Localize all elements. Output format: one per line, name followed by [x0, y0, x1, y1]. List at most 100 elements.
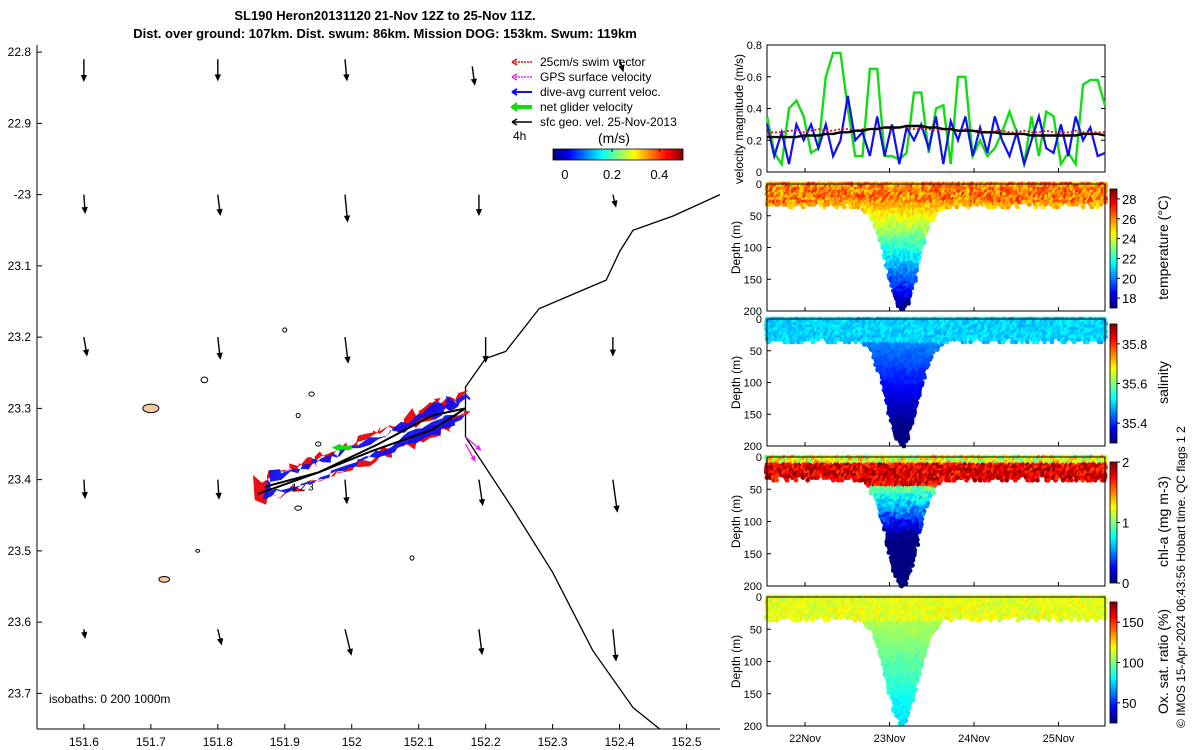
geo-velocity-arrow [612, 479, 620, 513]
colorbar-tick-label: 18 [1122, 291, 1136, 306]
track-number-label: 1 2 3 [291, 482, 314, 493]
profile-dot [907, 425, 912, 431]
velocity-ylabel: velocity magnitude (m/s) [732, 54, 746, 184]
map-x-tick-label: 152 [342, 735, 362, 749]
profile-y-tick-label: 0 [756, 314, 762, 326]
velocity-y-tick-label: 0.2 [747, 135, 762, 147]
reef-outline [308, 391, 315, 397]
colorbar-tick-label: 20 [1122, 271, 1136, 286]
reef-outline [195, 548, 201, 553]
profile-dot [842, 204, 847, 210]
legend-swim-vector: 25cm/s swim vector [511, 55, 645, 69]
swim-vector-arrow [451, 411, 471, 420]
figure-title-line2: Dist. over ground: 107km. Dist. swum: 86… [133, 26, 637, 41]
speed-colorbar-tick-label: 0.2 [603, 167, 621, 182]
geo-velocity-arrow [81, 629, 88, 639]
current-velocity-swath [262, 393, 471, 500]
velocity-ticks: 00.20.40.60.8 [747, 40, 1105, 179]
legend-sfc-geo: sfc geo. vel. 25-Nov-2013 [511, 115, 677, 129]
profile-dot [919, 382, 925, 388]
reef-outline [295, 412, 301, 419]
geo-velocity-arrow [216, 629, 224, 646]
legend-net-velocity: net glider velocity [510, 100, 633, 114]
legend-sfc-geo-label: sfc geo. vel. 25-Nov-2013 [540, 115, 677, 129]
profile-dot [785, 339, 790, 345]
map-y-tick-label: -23 [14, 188, 32, 202]
map-y-tick-label: 23.4 [8, 473, 32, 487]
profile-y-tick-label: 150 [744, 409, 762, 421]
profile-dot [1080, 204, 1086, 210]
map-y-tick-label: 22.9 [8, 116, 32, 130]
colorbar-title: (m/s) [598, 130, 630, 146]
profile-colorbar [1109, 188, 1118, 309]
reef-outline [409, 555, 415, 561]
geo-velocity-arrow [470, 66, 478, 86]
velocity-series-line [765, 95, 1106, 169]
map-x-tick-label: 152.4 [605, 735, 635, 749]
profile-y-tick-label: 100 [744, 378, 762, 390]
profile-dot [924, 227, 930, 233]
profile-dot [1025, 339, 1030, 345]
profile-dot [906, 301, 911, 306]
map-y-tick-label: 23.7 [8, 686, 32, 700]
colorbar-label: salinity [1155, 361, 1171, 404]
profile-dot [1074, 201, 1080, 207]
colorbar-tick-label: 35.8 [1122, 337, 1147, 352]
speed-colorbar-ticks: 0 0.2 0.4 [561, 149, 668, 182]
geo-velocity-arrow [81, 194, 88, 215]
profile-dot [784, 477, 790, 483]
glider-swath: 1 2 3 [253, 390, 482, 505]
profile-ylabel: Depth (m) [729, 356, 743, 409]
map-panel: 1 2 3 151.6 151.7 151.8 151.9 152 152.1 152.2 1… [8, 45, 720, 749]
colorbar-tick-label: 26 [1122, 212, 1136, 227]
geo-velocity-arrow [343, 194, 351, 223]
velocity-y-tick-label: 0.4 [747, 104, 762, 116]
figure-title-line1: SL190 Heron20131120 21-Nov 12Z to 25-Nov… [234, 8, 536, 23]
profile-dot [1049, 339, 1055, 345]
profile-y-tick-label: 150 [744, 274, 762, 286]
coastline [464, 194, 720, 729]
profile-dot [930, 349, 936, 355]
geo-velocity-arrow [609, 337, 617, 357]
profile-dot [909, 420, 915, 426]
profile-dot [855, 204, 861, 210]
geo-velocity-arrow [482, 337, 489, 364]
map-content: 1 2 3 [80, 59, 720, 729]
map-x-tick-label: 152.5 [672, 735, 702, 749]
speed-colorbar-tick-label: 0 [561, 167, 568, 182]
velocity-y-tick-label: 0 [756, 167, 762, 179]
colorbar-label: temperature (°C) [1155, 195, 1171, 299]
profile-dot [902, 303, 907, 309]
profile-dot [913, 403, 919, 408]
map-y-tick-label: 23.6 [8, 615, 32, 629]
gps-velocity-arrow [465, 436, 482, 451]
profile-dot [947, 204, 953, 210]
geo-velocity-arrow [81, 479, 88, 500]
net-velocity-arrow [331, 443, 352, 452]
profile-y-tick-label: 100 [744, 243, 762, 255]
map-y-tick-label: 23.3 [8, 401, 32, 415]
geo-velocity-arrow [215, 479, 222, 500]
map-x-tick-label: 152.2 [471, 735, 501, 749]
profile-dot [907, 293, 913, 299]
map-legend: 25cm/s swim vector GPS surface velocity … [510, 55, 684, 182]
reef-outline [294, 505, 302, 511]
colorbar-tick-label: 35.4 [1122, 416, 1147, 431]
colorbar-tick-label: 35.6 [1122, 377, 1147, 392]
colorbar-tick-label: 28 [1122, 192, 1136, 207]
legend-gps-velocity-label: GPS surface velocity [540, 70, 651, 84]
velocity-lines [765, 51, 1107, 169]
geo-velocity-arrow [618, 59, 625, 73]
colorbar-tick-label: 22 [1122, 251, 1136, 266]
profile-dot [918, 245, 924, 250]
velocity-y-tick-label: 0.6 [747, 72, 762, 84]
map-x-tick-label: 151.8 [203, 735, 233, 749]
profile-dot [830, 477, 836, 483]
profile-dot [916, 392, 922, 398]
profile-y-tick-label: 50 [750, 211, 762, 223]
legend-swim-vector-label: 25cm/s swim vector [540, 55, 645, 69]
reef-outline [158, 576, 171, 583]
